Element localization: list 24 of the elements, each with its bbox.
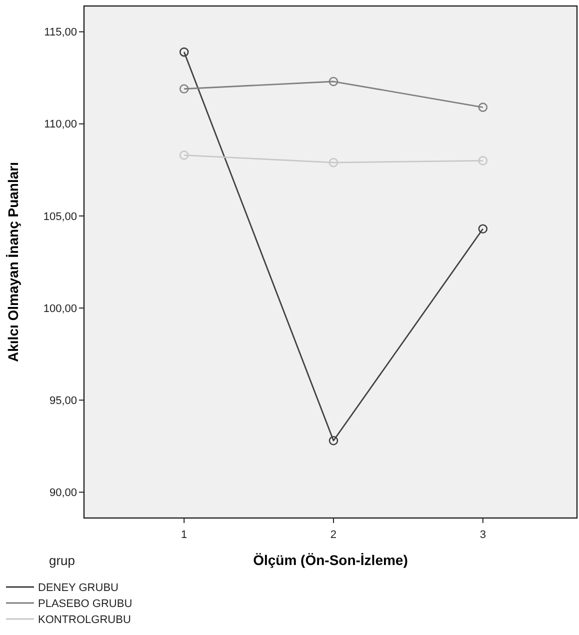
legend-label: PLASEBO GRUBU <box>38 598 132 610</box>
point <box>328 76 338 86</box>
y-tick-label: 100,00 <box>43 302 77 315</box>
y-tick-label: 115,00 <box>44 26 77 39</box>
point <box>478 102 488 112</box>
x-tick-label: 3 <box>480 529 486 541</box>
x-tick-label: 1 <box>181 529 188 541</box>
legend-label: KONTROLGRUBU <box>38 614 131 626</box>
point <box>328 158 338 168</box>
y-tick-label: 95,00 <box>49 394 77 407</box>
point <box>328 436 338 446</box>
point <box>179 150 189 160</box>
point <box>179 47 189 57</box>
point <box>478 224 488 234</box>
legend-label: DENEY GRUBU <box>38 582 119 594</box>
y-tick-label: 110,00 <box>44 118 77 131</box>
legend-title: grup <box>48 553 76 568</box>
y-tick-label: 105,00 <box>43 210 77 223</box>
x-tick-label: 2 <box>330 529 337 541</box>
point <box>179 84 189 94</box>
y-tick-label: 90,00 <box>49 487 77 500</box>
x-axis-title: Ölçüm (Ön-Son-İzleme) <box>253 552 408 568</box>
y-axis-title: Akılcı Olmayan İnanç Puanları <box>5 162 21 362</box>
point <box>478 156 488 166</box>
